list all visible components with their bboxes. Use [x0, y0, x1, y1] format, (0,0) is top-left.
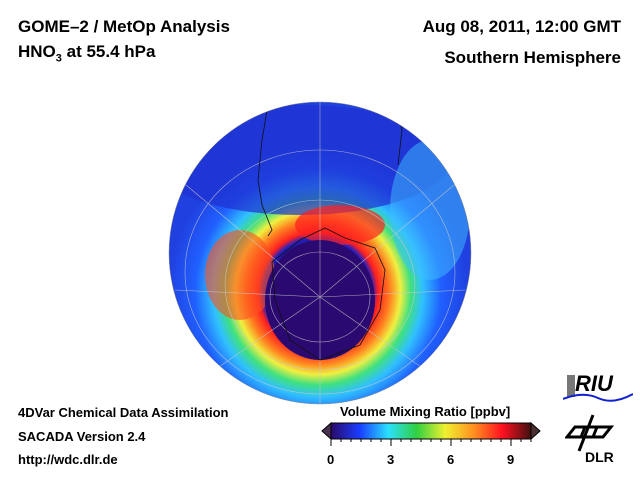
colorbar-tick-label: 9 [507, 452, 515, 467]
riu-logo: RIU [563, 371, 633, 402]
datetime: Aug 08, 2011, 12:00 GMT [422, 17, 621, 36]
colorbar-over-arrow [530, 421, 541, 441]
map-title: GOME–2 / MetOp Analysis [18, 17, 230, 36]
colorbar-under-arrow [321, 421, 332, 441]
upper-high-region [295, 205, 385, 245]
footer-url[interactable]: http://wdc.dlr.de [18, 452, 118, 467]
dlr-logo: DLR [563, 413, 625, 468]
species-label: HNO3 at 55.4 hPa [18, 42, 155, 64]
colorbar-title: Volume Mixing Ratio [ppbv] [340, 404, 511, 419]
colorbar-tick-label: 3 [387, 452, 395, 467]
dlr-logo-text: DLR [585, 449, 614, 465]
riu-logo-text: RIU [575, 371, 613, 396]
colorbar-bar [330, 422, 532, 440]
pressure-level: at 55.4 hPa [61, 42, 156, 61]
left-high-region [205, 230, 275, 320]
species-subscript: 3 [55, 52, 62, 65]
colorbar-tick-label: 6 [447, 452, 455, 467]
graticule [174, 102, 466, 404]
region: Southern Hemisphere [444, 48, 621, 67]
footer-line2: SACADA Version 2.4 [18, 429, 146, 444]
dlr-emblem-icon [563, 414, 615, 452]
species: HNO [18, 42, 56, 61]
colorbar-tick-label: 0 [327, 452, 335, 467]
footer-line1: 4DVar Chemical Data Assimilation [18, 405, 229, 420]
